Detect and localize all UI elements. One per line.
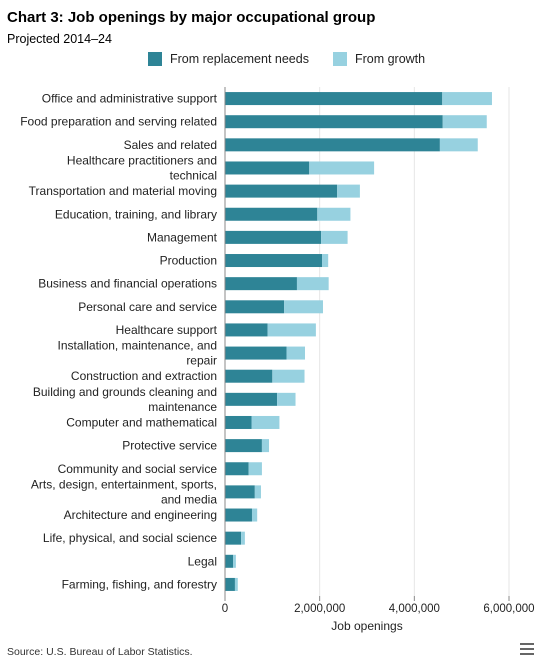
bar-replacement[interactable] xyxy=(225,554,234,568)
x-axis-label: Job openings xyxy=(331,619,402,633)
bar-growth[interactable] xyxy=(251,415,280,429)
category-label: Food preparation and serving related xyxy=(20,115,217,129)
bar-growth[interactable] xyxy=(241,531,245,545)
bar-replacement[interactable] xyxy=(225,346,287,360)
category-label: Education, training, and library xyxy=(55,207,217,221)
bar-growth[interactable] xyxy=(337,184,360,198)
bar-growth[interactable] xyxy=(277,392,296,406)
bar-replacement[interactable] xyxy=(225,485,255,499)
category-label: Sales and related xyxy=(124,138,217,152)
category-label: technical xyxy=(170,168,217,182)
category-label: Arts, design, entertainment, sports, xyxy=(31,477,217,491)
bar-replacement[interactable] xyxy=(225,392,278,406)
category-label: Healthcare support xyxy=(116,323,218,337)
bar-replacement[interactable] xyxy=(225,462,249,476)
x-tick-label: 2,000,000 xyxy=(294,603,345,615)
chart-legend: From replacement needs From growth xyxy=(148,52,449,66)
bar-replacement[interactable] xyxy=(225,323,268,337)
category-label: Healthcare practitioners and xyxy=(67,153,217,167)
bar-replacement[interactable] xyxy=(225,577,235,591)
bar-growth[interactable] xyxy=(234,577,238,591)
category-label: Personal care and service xyxy=(78,300,217,314)
category-label: Computer and mathematical xyxy=(66,415,217,429)
legend-item-replacement[interactable]: From replacement needs xyxy=(148,52,309,66)
bar-replacement[interactable] xyxy=(225,115,443,129)
bar-replacement[interactable] xyxy=(225,138,440,152)
bar-growth[interactable] xyxy=(272,369,305,383)
category-label: Construction and extraction xyxy=(71,369,217,383)
category-label: Installation, maintenance, and xyxy=(58,339,217,353)
bar-growth[interactable] xyxy=(442,115,487,129)
chart-title: Chart 3: Job openings by major occupatio… xyxy=(7,9,376,26)
bar-growth[interactable] xyxy=(439,138,478,152)
bar-growth[interactable] xyxy=(248,462,262,476)
bar-growth[interactable] xyxy=(317,207,351,221)
category-label: Legal xyxy=(188,554,217,568)
bar-replacement[interactable] xyxy=(225,439,262,453)
bar-growth[interactable] xyxy=(254,485,261,499)
legend-swatch-replacement xyxy=(148,52,162,66)
bar-replacement[interactable] xyxy=(225,531,242,545)
legend-swatch-growth xyxy=(332,52,347,66)
category-label: Transportation and material moving xyxy=(29,184,217,198)
bar-replacement[interactable] xyxy=(225,508,252,522)
bar-growth[interactable] xyxy=(284,300,323,314)
category-label: Building and grounds cleaning and xyxy=(33,385,217,399)
bar-growth[interactable] xyxy=(309,161,375,175)
bar-growth[interactable] xyxy=(442,92,492,106)
category-label: Office and administrative support xyxy=(42,92,218,106)
bar-replacement[interactable] xyxy=(225,369,273,383)
chart-subtitle: Projected 2014–24 xyxy=(7,32,112,46)
category-label: Farming, fishing, and forestry xyxy=(62,577,217,591)
bar-growth[interactable] xyxy=(267,323,316,337)
legend-item-growth[interactable]: From growth xyxy=(332,52,426,66)
menu-icon[interactable] xyxy=(520,643,534,657)
x-tick-label: 6,000,000 xyxy=(483,603,534,615)
bar-replacement[interactable] xyxy=(225,207,318,221)
bar-growth[interactable] xyxy=(296,277,329,291)
bar-replacement[interactable] xyxy=(225,92,443,106)
category-label: Production xyxy=(160,254,217,268)
category-label: maintenance xyxy=(148,400,217,414)
bar-replacement[interactable] xyxy=(225,184,338,198)
legend-label-growth: From growth xyxy=(354,52,426,66)
bar-growth[interactable] xyxy=(261,439,270,453)
bar-growth[interactable] xyxy=(321,230,348,244)
category-label: Management xyxy=(147,230,218,244)
bar-replacement[interactable] xyxy=(225,254,323,268)
bar-growth[interactable] xyxy=(233,554,236,568)
source-note: Source: U.S. Bureau of Labor Statistics. xyxy=(7,646,193,658)
category-label: Architecture and engineering xyxy=(64,508,217,522)
category-label: and media xyxy=(161,492,217,506)
bar-growth[interactable] xyxy=(322,254,329,268)
category-label: Community and social service xyxy=(58,462,218,476)
bar-replacement[interactable] xyxy=(225,230,322,244)
x-tick-label: 0 xyxy=(222,603,228,615)
bar-growth[interactable] xyxy=(286,346,305,360)
bar-replacement[interactable] xyxy=(225,300,285,314)
bar-replacement[interactable] xyxy=(225,277,297,291)
bar-growth[interactable] xyxy=(251,508,258,522)
category-label: Business and financial operations xyxy=(38,277,217,291)
bar-replacement[interactable] xyxy=(225,161,310,175)
bar-chart: Office and administrative support Food pr… xyxy=(20,87,535,633)
legend-label-replacement: From replacement needs xyxy=(170,52,309,66)
category-label: Protective service xyxy=(122,439,217,453)
x-tick-label: 4,000,000 xyxy=(389,603,440,615)
category-label: repair xyxy=(186,354,217,368)
bar-replacement[interactable] xyxy=(225,415,252,429)
category-label: Life, physical, and social science xyxy=(43,531,217,545)
